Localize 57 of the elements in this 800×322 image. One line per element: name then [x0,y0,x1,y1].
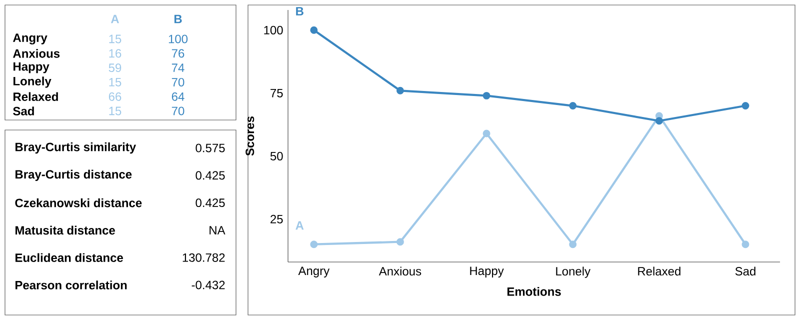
text: Matusita distance [16,226,115,235]
point [396,238,404,246]
x-tick-label: Happy [470,266,504,278]
series-label: B [296,7,304,16]
legend-label: B [174,14,182,24]
data-label: 16 [109,49,122,58]
point [482,130,490,138]
x-tick-label: Lonely [556,266,590,278]
category-label: Relaxed [14,92,58,102]
text: Pearson correlation [16,280,127,290]
point [482,92,490,100]
data-label: 76 [172,49,184,58]
point [396,86,404,94]
x-tick-label: Relaxed [638,266,680,276]
text: NA [210,226,226,234]
y-tick-label: 75 [270,88,283,98]
category-label: Happy [14,62,50,74]
legend-label: A [110,14,120,24]
data-label: 70 [172,78,184,86]
text: 0.575 [196,144,225,152]
data-label: 74 [172,64,184,72]
text: 0.425 [196,171,225,180]
x-axis-title: Emotions [507,287,561,296]
x-tick-label: Angry [298,266,330,278]
data-label: 100 [168,34,188,44]
text: Bray-Curtis distance [16,170,132,181]
category-label: Sad [13,106,34,116]
series-label: A [296,221,304,230]
category-label: Anxious [13,48,60,58]
category-label: Lonely [14,76,52,88]
point [742,240,750,248]
data-label: 64 [172,92,184,101]
y-tick-label: 100 [264,26,283,34]
point [569,240,577,248]
data-label: 15 [109,106,122,116]
data-label: 59 [108,64,122,72]
y-tick-label: 50 [270,152,283,160]
data-label: 70 [172,106,184,116]
text: 0.425 [196,198,225,208]
text: Bray-Curtis similarity [16,142,136,154]
data-label: 15 [109,34,122,44]
y-tick-label: 25 [270,214,283,224]
text: Czekanowski distance [15,198,142,208]
x-tick-label: Sad [735,266,756,276]
data-label: 15 [109,78,122,86]
point [655,117,663,125]
text: -0.432 [192,280,225,290]
x-tick-label: Anxious [378,266,422,276]
text: Euclidean distance [16,253,124,262]
point [569,102,577,110]
category-label: Angry [13,34,48,44]
point [310,240,318,248]
text: 130.782 [182,253,225,262]
point [310,26,318,34]
data-label: 66 [108,92,122,101]
point [742,102,750,110]
y-axis-title: Scores [246,116,254,156]
